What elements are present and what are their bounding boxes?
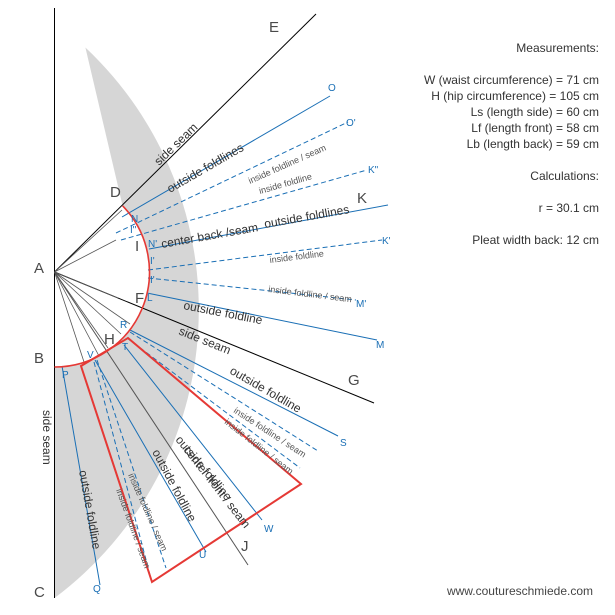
- point-B: B: [34, 350, 44, 367]
- label-side-seam-upper: side seam: [151, 120, 200, 168]
- measurement-ls: Ls (length side) = 60 cm: [470, 105, 599, 119]
- label-outside-foldlines-middle: outside foldlines: [263, 202, 350, 231]
- inside-foldline-I-O-prime: [115, 121, 349, 234]
- inside-foldline-seam-back-1: [129, 331, 319, 452]
- point-F: F: [135, 290, 144, 307]
- inside-foldline-seam-back-2: [126, 337, 301, 469]
- point-N-prime: N': [148, 239, 157, 250]
- point-A: A: [34, 260, 44, 277]
- label-inside-foldline-middle: inside foldline: [269, 248, 324, 265]
- inside-foldline-I-K-double: [120, 169, 368, 241]
- point-I-double: I": [130, 225, 137, 236]
- point-U: U: [199, 550, 206, 561]
- foldline-P-Q: [61, 365, 101, 586]
- point-W: W: [264, 524, 274, 535]
- point-L: L: [147, 293, 153, 304]
- inner-radial-line-2: [54, 271, 122, 335]
- inner-radial-line-7: [54, 239, 117, 273]
- point-Q: Q: [93, 584, 101, 595]
- inside-foldline-seam-front-2: [93, 361, 151, 576]
- label-side-seam-left: side seam: [40, 410, 54, 465]
- point-K: K: [357, 190, 367, 207]
- point-M: M: [376, 340, 384, 351]
- center-panel-outline: [79, 336, 303, 584]
- info-panel: Measurements: W (waist circumference) = …: [369, 40, 599, 248]
- foldline-T-W: [123, 344, 263, 521]
- point-I-prime: I': [150, 275, 155, 286]
- inner-radial-line-3: [54, 271, 109, 349]
- measurement-w: W (waist circumference) = 71 cm: [423, 73, 599, 87]
- inner-radial-line-5: [54, 271, 85, 363]
- point-H: H: [104, 331, 115, 348]
- inside-foldline-seam-front-1: [96, 359, 167, 569]
- point-T: T: [122, 342, 128, 353]
- point-C: C: [34, 584, 45, 601]
- measurements-title: Measurements:: [516, 41, 599, 55]
- point-M-prime: M': [356, 299, 366, 310]
- foldline-R-S: [129, 329, 339, 437]
- measurement-h: H (hip circumference) = 105 cm: [431, 89, 599, 103]
- point-O: O: [328, 83, 336, 94]
- point-R: R: [120, 320, 127, 331]
- point-J: J: [241, 538, 249, 555]
- inner-radial-line-1: [54, 271, 131, 325]
- point-D: D: [110, 184, 121, 201]
- point-K-prime: K': [382, 236, 391, 247]
- foldline-L-M: [146, 292, 378, 341]
- point-V: V: [87, 350, 94, 361]
- foldline-N-K: [148, 204, 389, 250]
- measurement-lf: Lf (length front) = 58 cm: [471, 121, 599, 135]
- inner-radial-line-6: [54, 209, 123, 273]
- foldline-N-O: [121, 95, 331, 218]
- skirt-body-fill: [54, 47, 199, 598]
- point-K-double: K": [368, 165, 379, 176]
- measurement-lb: Lb (length back) = 59 cm: [466, 137, 599, 151]
- inside-foldline-I-M-prime: [147, 277, 357, 301]
- point-S: S: [340, 438, 347, 449]
- point-G: G: [348, 372, 360, 389]
- pleat-width: Pleat width back: 12 cm: [472, 233, 599, 247]
- label-inside-foldline-seam-middle: inside foldline / seam: [268, 284, 353, 304]
- foldline-V-U: [94, 359, 207, 553]
- calculations-title: Calculations:: [530, 169, 599, 183]
- inner-radial-line-4: [54, 271, 100, 357]
- inside-foldline-I-K-prime: [147, 239, 383, 271]
- calculation-r: r = 30.1 cm: [538, 201, 599, 215]
- center-front-line: [54, 271, 249, 566]
- point-E: E: [269, 19, 279, 36]
- website-footer: www.coutureschmiede.com: [446, 584, 593, 598]
- side-seam-line-upper: [54, 13, 317, 273]
- point-N: N: [131, 214, 138, 225]
- point-O-prime: O': [346, 118, 356, 129]
- point-I: I: [135, 238, 139, 255]
- inner-radial-line-8: [54, 271, 119, 299]
- point-I-prime-upper: I': [150, 256, 155, 267]
- waist-arc: [54, 205, 151, 368]
- point-P: P: [62, 370, 69, 381]
